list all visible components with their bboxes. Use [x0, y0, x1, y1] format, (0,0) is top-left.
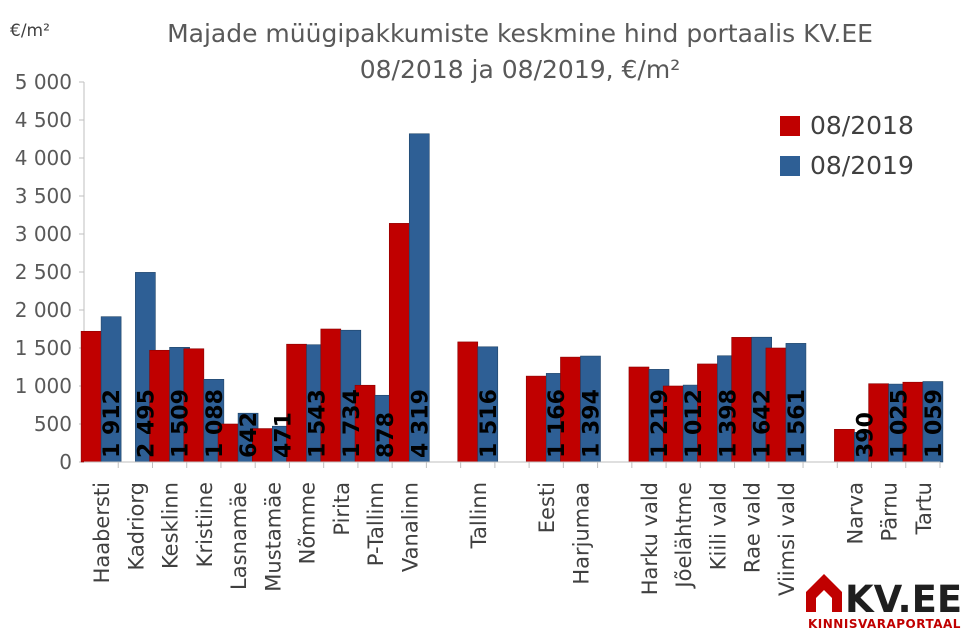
x-tick-label: Tartu: [912, 482, 936, 535]
x-tick-label: Rae vald: [741, 482, 765, 573]
y-tick-label: 1 000: [15, 374, 72, 398]
y-tick-label: 0: [59, 450, 72, 474]
x-tick-label: Harjumaa: [569, 482, 593, 585]
y-tick-label: 5 000: [15, 70, 72, 94]
x-tick-label: Tallinn: [467, 482, 491, 549]
x-tick-label: P-Tallinn: [364, 482, 388, 566]
logo-main-text: KV.EE: [845, 578, 962, 621]
data-label: 390: [853, 412, 878, 458]
x-tick-label: Viimsi vald: [775, 482, 799, 596]
data-label: 878: [374, 412, 399, 458]
chart-title-line-2: 08/2018 ja 08/2019, €/m²: [360, 55, 680, 84]
x-tick-label: Kesklinn: [159, 482, 183, 569]
bars: [80, 133, 944, 463]
y-tick-label: 4 500: [15, 108, 72, 132]
data-label: 1 394: [579, 389, 604, 458]
data-label: 1 012: [682, 389, 707, 458]
x-tick-label: Lasnamäe: [227, 482, 251, 590]
data-label: 1 912: [100, 389, 125, 458]
x-tick-label: Haabersti: [90, 482, 114, 583]
data-label: 4 319: [408, 389, 433, 458]
x-tick-label: Kiili vald: [706, 482, 730, 570]
bar-2018: [834, 429, 855, 463]
bar-2018: [628, 366, 650, 463]
y-tick-label: 500: [34, 412, 72, 436]
x-tick-label: Pirita: [330, 482, 354, 536]
chart-title: Majade müügipakkumiste keskmine hind por…: [167, 19, 873, 84]
legend: 08/2018 08/2019: [780, 111, 914, 180]
data-label: 1 059: [922, 389, 947, 458]
x-tick-label: Pärnu: [878, 482, 902, 541]
data-label: 1 516: [477, 389, 502, 458]
data-label: 1 088: [203, 389, 228, 458]
kv-ee-logo: KV.EE KINNISVARAPORTAAL: [806, 574, 962, 631]
data-label: 2 495: [134, 389, 159, 458]
legend-swatch-2019: [780, 156, 800, 176]
legend-label-2018: 08/2018: [810, 111, 914, 140]
data-label: 1 642: [751, 389, 776, 458]
bar-2018: [457, 341, 479, 463]
x-tick-label: Narva: [843, 482, 867, 545]
data-label: 1 734: [340, 389, 365, 458]
x-tick-label: Mustamäe: [261, 482, 285, 592]
data-labels: 1 912 2 495 1 509 1 088 642 471 1 543 1 734 878 4…: [100, 389, 947, 458]
x-tick-label: Harku vald: [638, 482, 662, 595]
legend-label-2019: 08/2019: [810, 151, 914, 180]
data-label: 1 166: [545, 389, 570, 458]
y-axis: 0 500 1 000 1 500 2 000 2 500 3 000 3 500 4 000 4…: [15, 70, 85, 474]
data-label: 1 219: [648, 389, 673, 458]
data-label: 642: [237, 412, 262, 458]
data-label: 1 509: [169, 389, 194, 458]
data-label: 1 025: [888, 389, 913, 458]
x-tick-label: Jõelähtme: [672, 482, 696, 590]
data-label: 1 543: [306, 389, 331, 458]
data-label: 471: [271, 412, 296, 458]
data-label: 1 398: [716, 389, 741, 458]
legend-swatch-2018: [780, 116, 800, 136]
bar-2018: [80, 330, 102, 463]
chart-title-line-1: Majade müügipakkumiste keskmine hind por…: [167, 19, 873, 48]
bar-2018: [525, 375, 547, 463]
data-label: 1 561: [785, 389, 810, 458]
y-tick-label: 4 000: [15, 146, 72, 170]
y-tick-label: 1 500: [15, 336, 72, 360]
y-tick-label: 2 500: [15, 260, 72, 284]
y-tick-label: 3 500: [15, 184, 72, 208]
x-tick-label: Kristiine: [193, 482, 217, 567]
x-tick-label: Vanalinn: [398, 482, 422, 572]
y-tick-label: 3 000: [15, 222, 72, 246]
logo-sub-text: KINNISVARAPORTAAL: [808, 617, 961, 631]
x-tick-label: Kadriorg: [124, 482, 148, 571]
house-door-icon: [816, 590, 832, 612]
x-axis: Haabersti Kadriorg Kesklinn Kristiine Lasnam…: [84, 461, 941, 596]
x-tick-label: Nõmme: [296, 482, 320, 564]
y-tick-label: 2 000: [15, 298, 72, 322]
unit-label: €/m²: [10, 21, 50, 41]
x-tick-label: Eesti: [535, 482, 559, 533]
